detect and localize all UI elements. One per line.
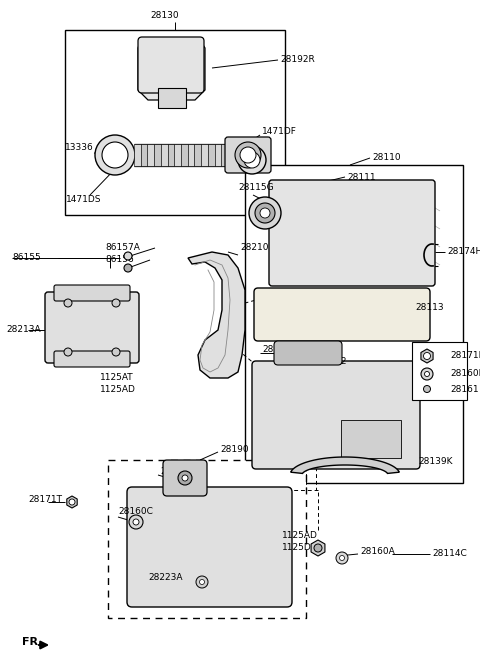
Bar — [188, 144, 194, 166]
Bar — [154, 144, 161, 166]
Text: 28139K: 28139K — [418, 457, 453, 467]
Bar — [174, 144, 181, 166]
Text: 86157A: 86157A — [105, 244, 140, 253]
Circle shape — [129, 515, 143, 529]
Text: 1125AD: 1125AD — [282, 531, 318, 541]
Circle shape — [260, 208, 270, 218]
Bar — [158, 88, 186, 108]
Circle shape — [423, 385, 431, 393]
Text: 28115G: 28115G — [238, 183, 274, 193]
Text: 1125AT: 1125AT — [100, 374, 133, 383]
Text: 28160B: 28160B — [450, 370, 480, 378]
Text: 28210: 28210 — [240, 244, 268, 253]
Circle shape — [196, 576, 208, 588]
Text: 1471DS: 1471DS — [66, 195, 101, 205]
Text: 28190: 28190 — [220, 446, 249, 455]
Bar — [65, 30, 285, 215]
Text: 86155: 86155 — [12, 253, 41, 263]
Circle shape — [69, 499, 75, 505]
Polygon shape — [421, 349, 433, 363]
Bar — [215, 144, 221, 166]
Circle shape — [336, 552, 348, 564]
Polygon shape — [67, 496, 77, 508]
Bar — [141, 144, 147, 166]
Bar — [194, 144, 201, 166]
FancyBboxPatch shape — [269, 180, 435, 286]
Text: 28111: 28111 — [347, 172, 376, 182]
Text: FR.: FR. — [22, 637, 43, 647]
Circle shape — [200, 579, 204, 585]
Text: 28112: 28112 — [318, 358, 347, 366]
Text: 28161E: 28161E — [160, 467, 194, 477]
Bar — [208, 144, 215, 166]
Circle shape — [178, 471, 192, 485]
Text: 28192R: 28192R — [280, 55, 315, 65]
Bar — [134, 144, 141, 166]
FancyBboxPatch shape — [254, 288, 430, 341]
Bar — [221, 144, 228, 166]
Circle shape — [314, 544, 322, 552]
Text: 28174H: 28174H — [447, 248, 480, 257]
Bar — [108, 460, 306, 618]
Circle shape — [424, 372, 430, 376]
Text: 28114C: 28114C — [432, 550, 467, 558]
Bar — [181, 144, 188, 166]
Text: 28213A: 28213A — [6, 325, 41, 335]
FancyBboxPatch shape — [274, 341, 342, 365]
Text: 28160A: 28160A — [360, 548, 395, 556]
Circle shape — [95, 135, 135, 175]
Circle shape — [244, 152, 260, 168]
Text: 28223A: 28223A — [148, 574, 182, 583]
Circle shape — [339, 556, 345, 560]
Text: 28161: 28161 — [450, 385, 479, 393]
Text: 28117F: 28117F — [262, 345, 296, 354]
Text: 28113: 28113 — [415, 304, 444, 312]
Bar — [341, 420, 401, 458]
Text: 1125AD: 1125AD — [100, 385, 136, 395]
Text: 28130: 28130 — [151, 11, 180, 20]
FancyBboxPatch shape — [138, 37, 204, 93]
Circle shape — [124, 252, 132, 260]
Circle shape — [182, 475, 188, 481]
Bar — [168, 144, 174, 166]
Polygon shape — [138, 40, 205, 100]
Circle shape — [235, 142, 261, 168]
Text: 28171K: 28171K — [450, 352, 480, 360]
Text: 1471DF: 1471DF — [262, 127, 297, 137]
Circle shape — [255, 203, 275, 223]
Polygon shape — [188, 252, 245, 378]
FancyBboxPatch shape — [127, 487, 292, 607]
FancyBboxPatch shape — [45, 292, 139, 363]
Circle shape — [421, 368, 433, 380]
Text: 86156: 86156 — [105, 255, 134, 265]
Circle shape — [133, 519, 139, 525]
Circle shape — [64, 299, 72, 307]
Circle shape — [238, 146, 266, 174]
Text: 28110: 28110 — [372, 154, 401, 162]
Text: 1125DB: 1125DB — [282, 543, 318, 552]
Bar — [245, 165, 463, 483]
FancyBboxPatch shape — [54, 351, 130, 367]
Bar — [161, 144, 168, 166]
FancyBboxPatch shape — [252, 361, 420, 469]
Circle shape — [112, 348, 120, 356]
Circle shape — [249, 197, 281, 229]
Text: 13336: 13336 — [65, 143, 94, 152]
FancyBboxPatch shape — [225, 137, 271, 173]
FancyBboxPatch shape — [163, 460, 207, 496]
Circle shape — [124, 264, 132, 272]
FancyBboxPatch shape — [54, 285, 130, 301]
Circle shape — [64, 348, 72, 356]
Polygon shape — [311, 540, 325, 556]
Text: 28160C: 28160C — [118, 508, 153, 517]
Circle shape — [102, 142, 128, 168]
Polygon shape — [291, 457, 399, 473]
Text: 28171T: 28171T — [28, 496, 62, 504]
Bar — [147, 144, 154, 166]
Circle shape — [423, 352, 431, 360]
Bar — [412, 342, 467, 400]
Circle shape — [240, 147, 256, 163]
Circle shape — [112, 299, 120, 307]
Bar — [201, 144, 208, 166]
